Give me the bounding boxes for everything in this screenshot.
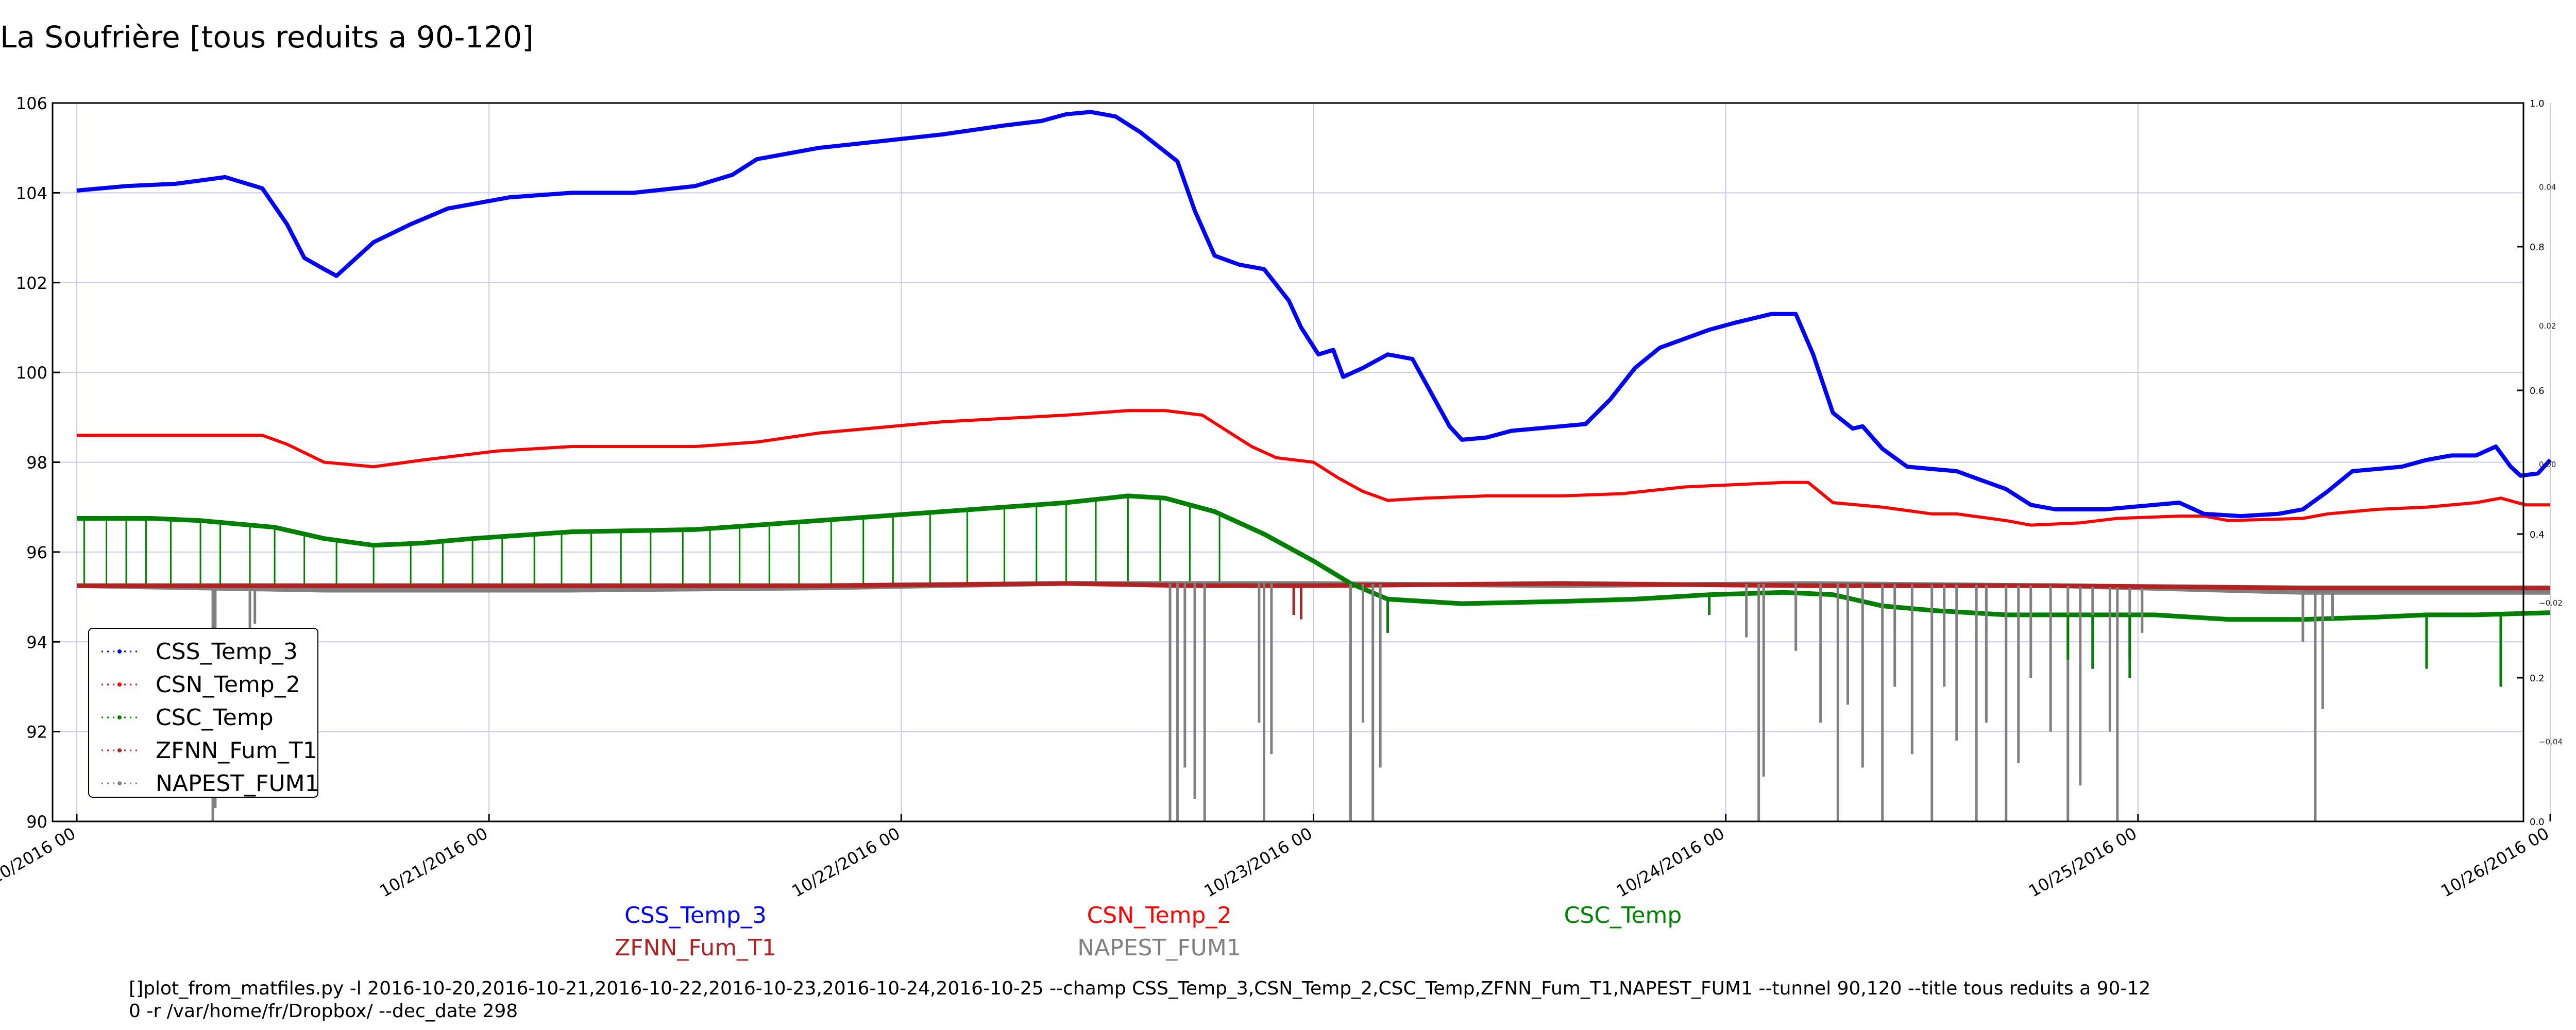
y-tick-label: 90: [26, 812, 47, 832]
series-line-zfnn-fum-t1: [77, 581, 2550, 591]
legend-label: CSC_Temp: [156, 705, 274, 731]
x-tick-label: 10/23/2016 00: [1201, 823, 1316, 901]
x-tick-label: 10/26/2016 00: [2437, 823, 2552, 901]
x-tick-label: 10/25/2016 00: [2025, 823, 2140, 901]
line-chart: 90 92 94 96 98 100 102 104 106 0.0 0.2 0.4 0.6 0.8 1.…: [0, 94, 2563, 961]
y-tick-label: 100: [16, 363, 47, 383]
series-labels: CSS_Temp_3 CSN_Temp_2 CSC_Temp ZFNN_Fum_T1 N…: [615, 902, 1682, 961]
legend-marker: [117, 649, 122, 654]
legend-marker: [117, 781, 122, 785]
y-tick-label: 94: [26, 632, 47, 652]
y2-tick-label: 0.4: [2530, 529, 2545, 540]
x-tick-label: 10/21/2016 00: [376, 823, 491, 901]
chart-title: La Soufrière [tous reduits a 90-120]: [0, 20, 534, 55]
series-line-css-temp-3: [76, 110, 2552, 519]
legend-marker: [117, 682, 122, 686]
y2-tick-label: 0.0: [2530, 817, 2545, 828]
y2-tick-label: 1.0: [2530, 98, 2545, 109]
series-label: ZFNN_Fum_T1: [615, 935, 776, 961]
x-axis: 10/20/2016 00 10/21/2016 00 10/22/2016 00 1…: [0, 814, 2552, 901]
series-label: CSC_Temp: [1564, 902, 1682, 929]
x-tick-label: 10/22/2016 00: [789, 823, 904, 901]
y-tick-label: 102: [16, 273, 47, 293]
y2-minor-label: 0.02: [2539, 321, 2556, 331]
series-line-csn-temp-2: [77, 409, 2550, 527]
legend-label: NAPEST_FUM1: [156, 770, 319, 797]
legend-label: ZFNN_Fum_T1: [156, 737, 317, 764]
legend-marker: [117, 715, 122, 719]
series-label: CSN_Temp_2: [1087, 902, 1232, 929]
legend-label: CSN_Temp_2: [156, 672, 300, 698]
command-line-1: []plot_from_matfiles.py -l 2016-10-20,20…: [129, 978, 2151, 999]
y-tick-label: 104: [16, 183, 47, 203]
series-label: NAPEST_FUM1: [1077, 935, 1241, 961]
command-line-2: 0 -r /var/home/fr/Dropbox/ --dec_date 29…: [129, 1001, 518, 1022]
y2-minor-label: 0.04: [2539, 183, 2556, 192]
y2-tick-label: 0.6: [2530, 386, 2545, 397]
legend: CSS_Temp_3 CSN_Temp_2 CSC_Temp ZFNN_Fum_T1 N…: [88, 628, 319, 798]
y2-minor-label: −0.02: [2539, 598, 2563, 608]
y2-tick-label: 0.2: [2530, 673, 2545, 684]
y-axis: 90 92 94 96 98 100 102 104 106: [16, 94, 60, 832]
series-label: CSS_Temp_3: [624, 902, 767, 929]
y-tick-label: 96: [26, 543, 47, 562]
legend-box: [88, 628, 318, 798]
y2-tick-label: 0.8: [2530, 242, 2545, 253]
legend-marker: [117, 748, 122, 752]
plot-area: [76, 110, 2552, 821]
y-tick-label: 98: [26, 453, 47, 473]
legend-label: CSS_Temp_3: [156, 639, 298, 665]
x-tick-label: 10/24/2016 00: [1613, 823, 1728, 901]
y-tick-label: 106: [16, 94, 47, 113]
x-tick-label: 10/20/2016 00: [0, 823, 79, 901]
y2-minor-label: −0.04: [2539, 737, 2563, 746]
y-tick-label: 92: [26, 723, 47, 742]
command-footer: []plot_from_matfiles.py -l 2016-10-20,20…: [129, 977, 2150, 1023]
secondary-y-axis: 0.0 0.2 0.4 0.6 0.8 1.0 −0.04 −0.02 0.00 0.02 0.04: [2517, 98, 2563, 828]
y2-minor-label: 0.00: [2539, 460, 2556, 469]
